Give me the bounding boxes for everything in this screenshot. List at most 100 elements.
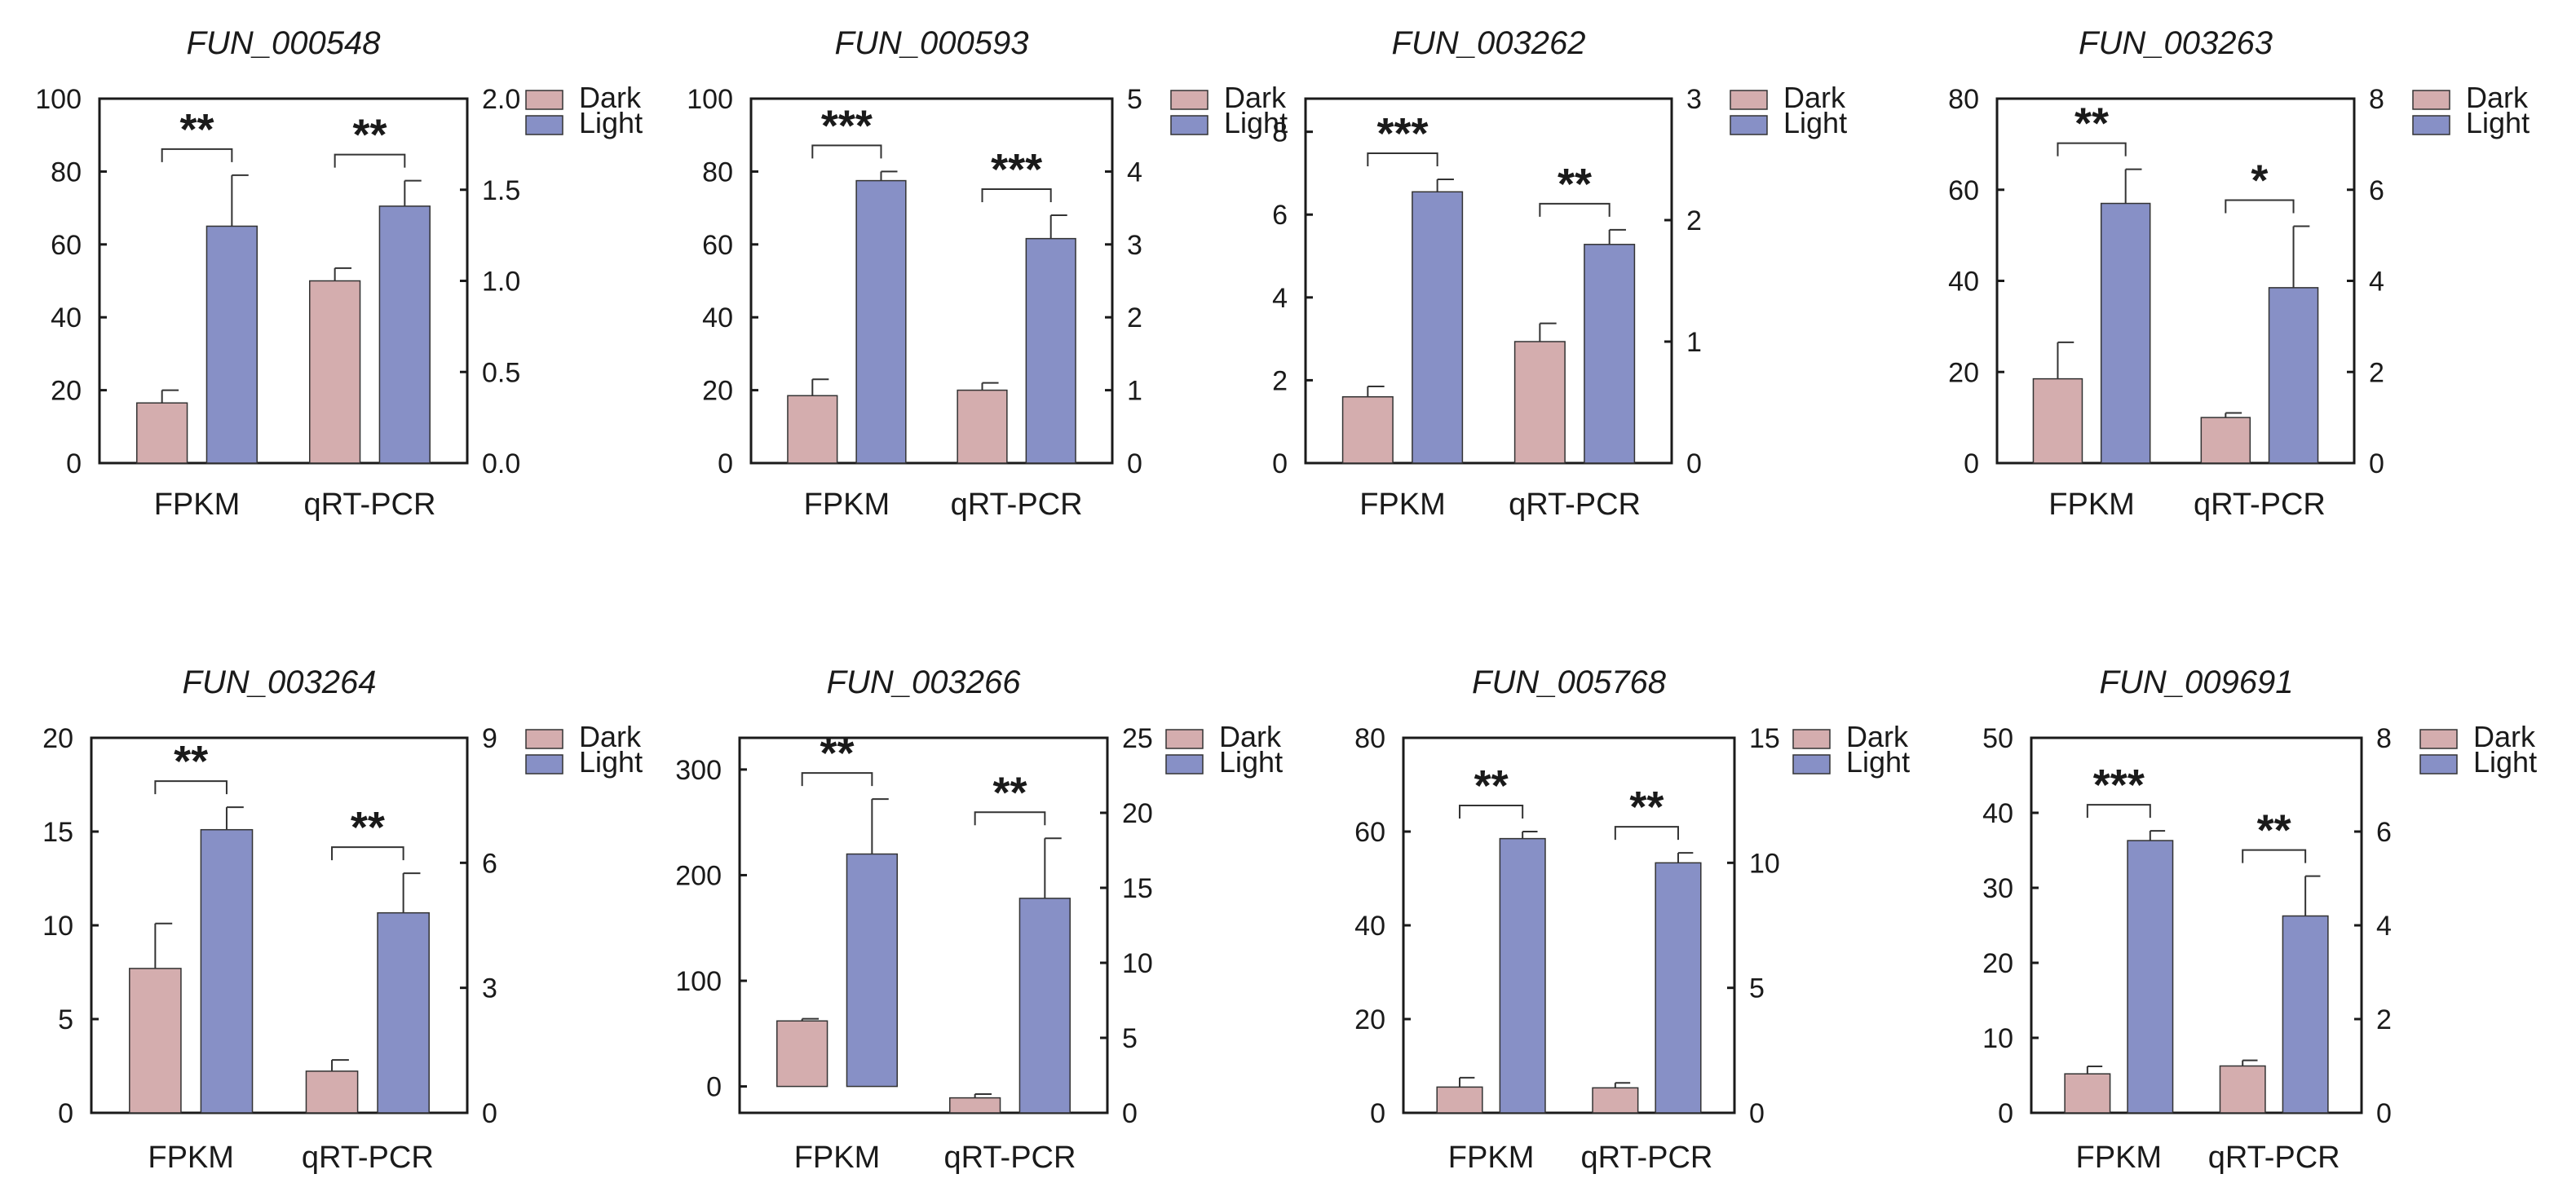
category-label: qRT-PCR bbox=[304, 488, 436, 522]
left-tick-label: 40 bbox=[702, 302, 733, 333]
legend-label-dark: Dark bbox=[579, 720, 642, 753]
right-tick-label: 1.0 bbox=[482, 267, 520, 298]
chart-title: FUN_000548 bbox=[187, 25, 382, 61]
plot-frame bbox=[749, 97, 1114, 465]
right-tick-label: 4 bbox=[2376, 911, 2392, 942]
dark-bar bbox=[308, 280, 361, 464]
right-tick-label: 4 bbox=[1127, 157, 1142, 188]
dark-bar bbox=[1436, 1086, 1483, 1114]
right-tick-label: 0 bbox=[2369, 448, 2384, 479]
category-label: FPKM bbox=[1359, 488, 1446, 522]
legend-label-light: Light bbox=[2473, 745, 2537, 779]
category-label: FPKM bbox=[1448, 1141, 1535, 1175]
right-tick-label: 2 bbox=[1127, 302, 1142, 333]
left-tick-label: 0 bbox=[718, 448, 733, 479]
legend-swatch-light bbox=[2412, 115, 2450, 135]
right-tick-label: 0.5 bbox=[482, 357, 520, 388]
significance-bracket bbox=[974, 811, 1046, 826]
significance-bracket bbox=[1539, 202, 1611, 217]
legend-label-dark: Dark bbox=[579, 81, 642, 114]
light-bar bbox=[377, 911, 430, 1114]
category-label: FPKM bbox=[148, 1141, 234, 1175]
right-tick-label: 10 bbox=[1749, 848, 1780, 879]
legend-swatch-dark bbox=[525, 90, 563, 110]
left-tick-label: 20 bbox=[702, 376, 733, 407]
legend-swatch-light bbox=[1170, 115, 1208, 135]
light-bar bbox=[2127, 840, 2174, 1114]
dark-bar bbox=[136, 402, 188, 464]
category-label: qRT-PCR bbox=[2194, 488, 2326, 522]
legend-swatch-light bbox=[1165, 754, 1204, 775]
dark-bar bbox=[1592, 1087, 1639, 1114]
dark-bar bbox=[776, 1020, 828, 1088]
light-bar bbox=[1584, 244, 1636, 464]
right-tick-label: 0 bbox=[1122, 1098, 1138, 1129]
significance-bracket bbox=[1459, 805, 1524, 819]
left-tick-label: 300 bbox=[675, 755, 722, 786]
right-tick-label: 20 bbox=[1122, 798, 1153, 829]
left-tick-label: 80 bbox=[1354, 723, 1385, 754]
significance-stars: ** bbox=[1629, 783, 1664, 832]
right-tick-label: 1 bbox=[1127, 376, 1142, 407]
significance-stars: *** bbox=[991, 145, 1042, 194]
category-label: qRT-PCR bbox=[944, 1141, 1076, 1175]
light-bar bbox=[1655, 862, 1702, 1114]
left-tick-label: 0 bbox=[1964, 448, 1979, 479]
left-tick-label: 80 bbox=[702, 157, 733, 188]
panel-5: FUN_003264 0 5 10 15 20 0 3 6 9 ** ** FPKM qRT-PCR Dar… bbox=[42, 664, 643, 1175]
right-tick-label: 2 bbox=[2376, 1004, 2392, 1035]
legend-swatch-light bbox=[525, 115, 563, 135]
chart-title: FUN_003262 bbox=[1392, 25, 1586, 61]
plot-frame bbox=[738, 736, 1109, 1114]
chart-title: FUN_005768 bbox=[1472, 664, 1667, 700]
significance-bracket bbox=[811, 144, 882, 159]
significance-stars: ** bbox=[1474, 761, 1509, 810]
left-tick-label: 80 bbox=[51, 157, 82, 188]
left-tick-label: 40 bbox=[51, 302, 82, 333]
left-tick-label: 100 bbox=[35, 84, 82, 115]
right-tick-label: 25 bbox=[1122, 723, 1153, 754]
significance-stars: ** bbox=[992, 768, 1027, 817]
panel-7: FUN_005768 0 20 40 60 80 0 5 10 15 ** ** FPKM qRT-PCR… bbox=[1354, 664, 1910, 1175]
significance-stars: * bbox=[2251, 156, 2268, 205]
legend-swatch-dark bbox=[2419, 729, 2458, 749]
left-tick-label: 4 bbox=[1272, 283, 1288, 314]
significance-bracket bbox=[1614, 826, 1679, 841]
legend-label-light: Light bbox=[1783, 106, 1847, 139]
right-tick-label: 5 bbox=[1749, 973, 1765, 1004]
dark-bar bbox=[2064, 1073, 2111, 1114]
significance-bracket bbox=[2242, 849, 2307, 863]
dark-bar bbox=[129, 968, 182, 1114]
right-tick-label: 2 bbox=[1686, 205, 1702, 236]
right-tick-label: 1.5 bbox=[482, 175, 520, 206]
left-tick-label: 20 bbox=[42, 723, 73, 754]
right-tick-label: 0 bbox=[1127, 448, 1142, 479]
left-tick-label: 0 bbox=[1370, 1098, 1385, 1129]
right-tick-label: 6 bbox=[482, 848, 497, 879]
dark-bar bbox=[957, 389, 1008, 464]
legend-label-dark: Dark bbox=[1783, 81, 1846, 114]
right-tick-label: 0 bbox=[1686, 448, 1702, 479]
category-label: qRT-PCR bbox=[302, 1141, 434, 1175]
left-tick-label: 0 bbox=[58, 1098, 73, 1129]
significance-stars: ** bbox=[2074, 99, 2109, 148]
significance-stars: ** bbox=[179, 105, 214, 154]
left-tick-label: 40 bbox=[1948, 267, 1979, 298]
right-tick-label: 9 bbox=[482, 723, 497, 754]
left-tick-label: 20 bbox=[1948, 357, 1979, 388]
category-label: qRT-PCR bbox=[1509, 488, 1641, 522]
right-tick-label: 5 bbox=[1122, 1023, 1138, 1054]
left-tick-label: 60 bbox=[51, 230, 82, 261]
left-tick-label: 60 bbox=[1948, 175, 1979, 206]
light-bar bbox=[846, 853, 899, 1088]
legend-swatch-dark bbox=[1730, 90, 1768, 110]
panel-6: FUN_003266 0 100 200 300 0 5 10 15 20 25 ** ** FPKM qR… bbox=[675, 664, 1283, 1175]
right-tick-label: 0 bbox=[2376, 1098, 2392, 1129]
light-bar bbox=[200, 828, 254, 1114]
legend-swatch-dark bbox=[525, 729, 563, 749]
left-tick-label: 5 bbox=[58, 1004, 73, 1035]
significance-stars: ** bbox=[352, 111, 387, 160]
